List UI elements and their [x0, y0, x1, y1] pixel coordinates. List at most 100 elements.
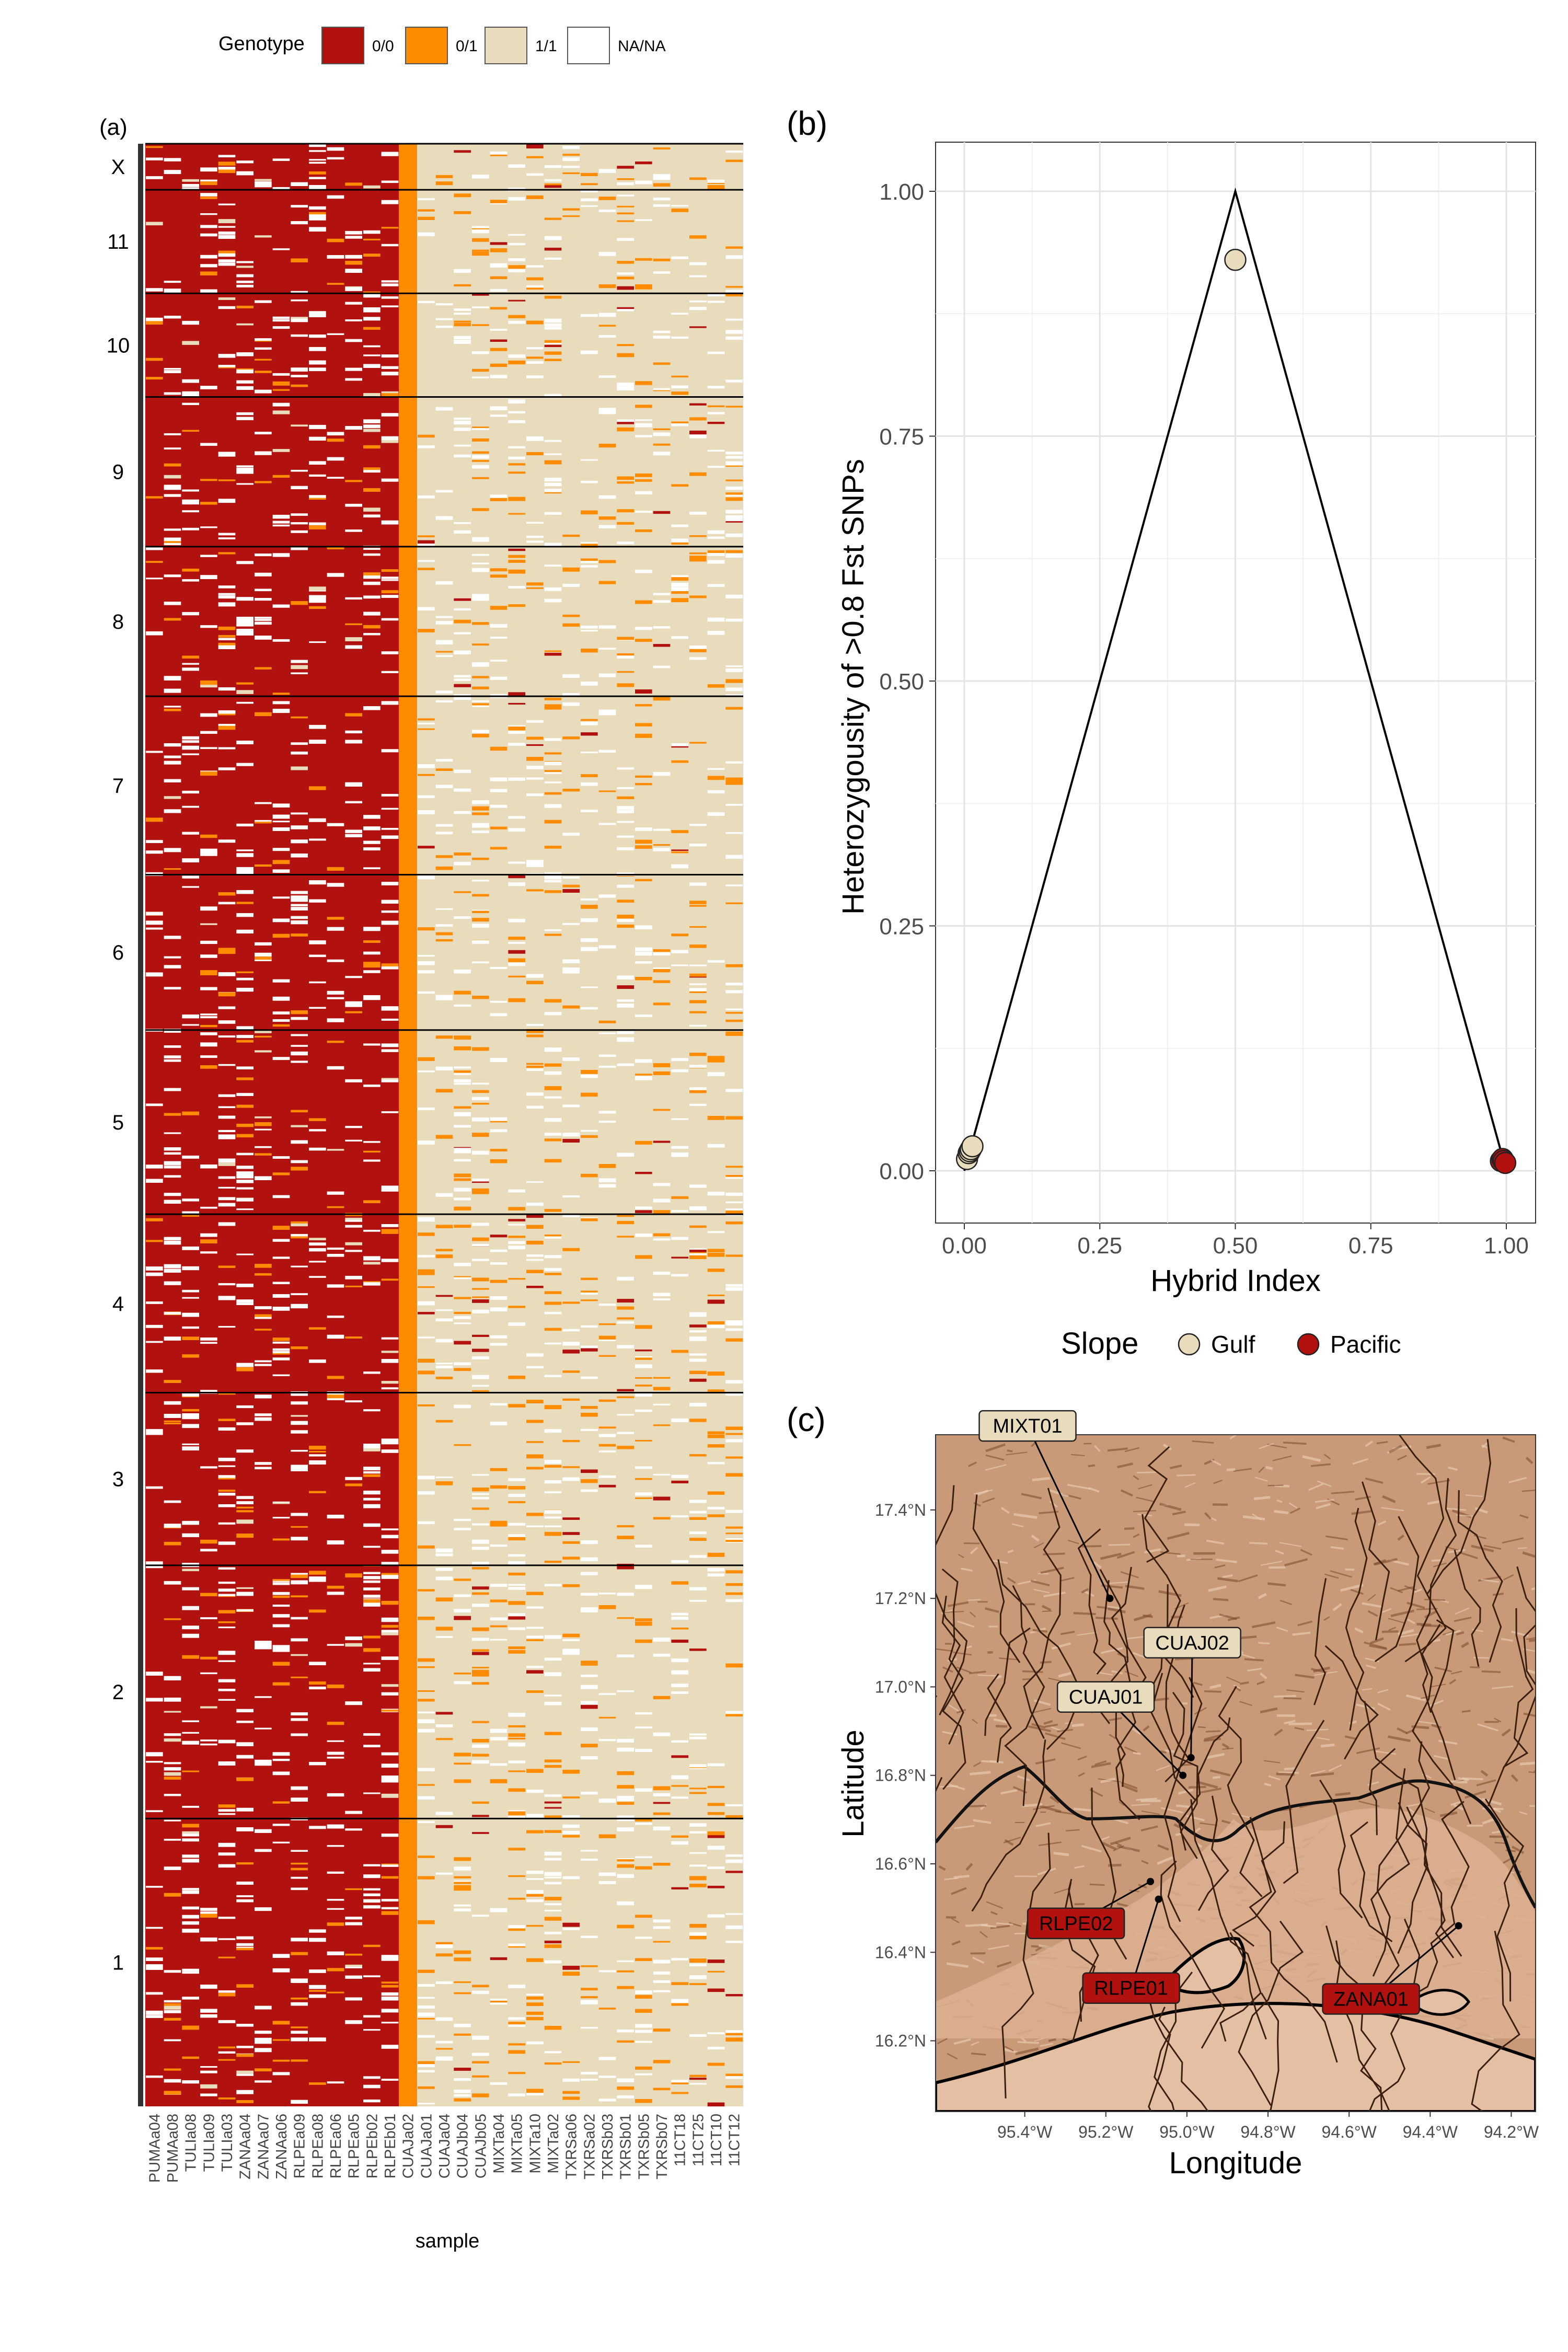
genotype-call [526, 356, 544, 359]
genotype-call [327, 1740, 344, 1742]
genotype-call [544, 543, 562, 547]
genotype-call [236, 171, 253, 176]
genotype-call [617, 422, 634, 424]
genotype-call [182, 886, 199, 888]
genotype-call [472, 306, 489, 308]
genotype-call [472, 1562, 489, 1565]
genotype-call [707, 684, 725, 688]
genotype-call [309, 1007, 326, 1009]
genotype-call [272, 1841, 290, 1843]
genotype-call [544, 1375, 562, 1377]
genotype-call [146, 1927, 163, 1929]
genotype-call [472, 1672, 489, 1676]
genotype-call [218, 1490, 236, 1492]
y-tick-label: 1.00 [879, 179, 924, 205]
genotype-call [707, 536, 725, 539]
genotype-call [435, 490, 453, 493]
genotype-call [490, 263, 508, 266]
genotype-call [164, 281, 181, 283]
genotype-call [272, 1605, 290, 1607]
genotype-call [291, 665, 308, 670]
genotype-call [272, 1824, 290, 1826]
genotype-call [146, 1966, 163, 1970]
genotype-call [200, 834, 217, 838]
genotype-call [454, 1779, 471, 1783]
genotype-call [581, 1988, 598, 1991]
genotype-call [435, 175, 453, 178]
genotype-call [635, 1356, 652, 1358]
river [1471, 1931, 1520, 2112]
genotype-call [617, 1798, 634, 1801]
genotype-call [363, 1599, 381, 1604]
genotype-call [635, 1364, 652, 1368]
genotype-call [635, 1958, 652, 1961]
genotype-call [309, 954, 326, 958]
genotype-call [146, 1957, 163, 1961]
genotype-call [725, 679, 743, 683]
genotype-call [218, 1541, 236, 1545]
genotype-call [255, 1643, 272, 1647]
genotype-call [581, 1428, 598, 1431]
genotype-call [544, 482, 562, 485]
genotype-call [309, 1118, 326, 1121]
genotype-call [581, 314, 598, 317]
genotype-call [255, 1849, 272, 1852]
genotype-call [363, 962, 381, 966]
genotype-call [418, 2017, 435, 2020]
genotype-call [707, 1371, 725, 1376]
genotype-call [544, 1516, 562, 1519]
genotype-call [635, 1823, 652, 1825]
genotype-call [309, 185, 326, 189]
sample-label: RLPEb01 [382, 2114, 399, 2178]
genotype-call [562, 208, 580, 211]
genotype-call [544, 1560, 562, 1563]
genotype-call [508, 299, 525, 302]
genotype-call [291, 1125, 308, 1127]
genotype-call [562, 614, 580, 617]
genotype-call [617, 919, 634, 922]
genotype-call [327, 477, 344, 479]
genotype-call [472, 1539, 489, 1544]
genotype-call [291, 1580, 308, 1585]
genotype-call [707, 2102, 725, 2107]
genotype-call [653, 844, 671, 846]
genotype-call [707, 179, 725, 183]
genotype-call [327, 1206, 344, 1208]
genotype-call [272, 1759, 290, 1761]
genotype-call [689, 926, 707, 928]
genotype-call [255, 1394, 272, 1399]
genotype-call [146, 1431, 163, 1435]
genotype-call [435, 1376, 453, 1379]
genotype-call [255, 1641, 272, 1644]
genotype-call [472, 1985, 489, 1988]
genotype-call [345, 1922, 362, 1926]
genotype-call [689, 1000, 707, 1004]
genotype-call [707, 560, 725, 564]
river [936, 1695, 938, 1699]
genotype-call [653, 828, 671, 831]
genotype-call [544, 2051, 562, 2054]
chromosome-label: X [111, 156, 125, 179]
genotype-call [381, 590, 399, 594]
genotype-call [725, 2073, 743, 2077]
genotype-call [182, 1831, 199, 1834]
genotype-call [435, 1420, 453, 1423]
genotype-call [381, 618, 399, 621]
genotype-call [182, 1921, 199, 1925]
genotype-call [164, 170, 181, 174]
genotype-call [653, 665, 671, 668]
genotype-call [581, 2079, 598, 2081]
genotype-call [653, 2028, 671, 2032]
genotype-call [454, 1609, 471, 1613]
genotype-call [526, 1225, 544, 1229]
genotype-call [653, 452, 671, 456]
genotype-call [291, 291, 308, 294]
genotype-call [146, 2075, 163, 2078]
genotype-call [345, 261, 362, 265]
genotype-call [218, 1660, 236, 1662]
genotype-call [635, 1726, 652, 1728]
genotype-call [164, 618, 181, 621]
genotype-call [707, 1831, 725, 1836]
genotype-call [255, 553, 272, 557]
genotype-call [472, 1191, 489, 1194]
